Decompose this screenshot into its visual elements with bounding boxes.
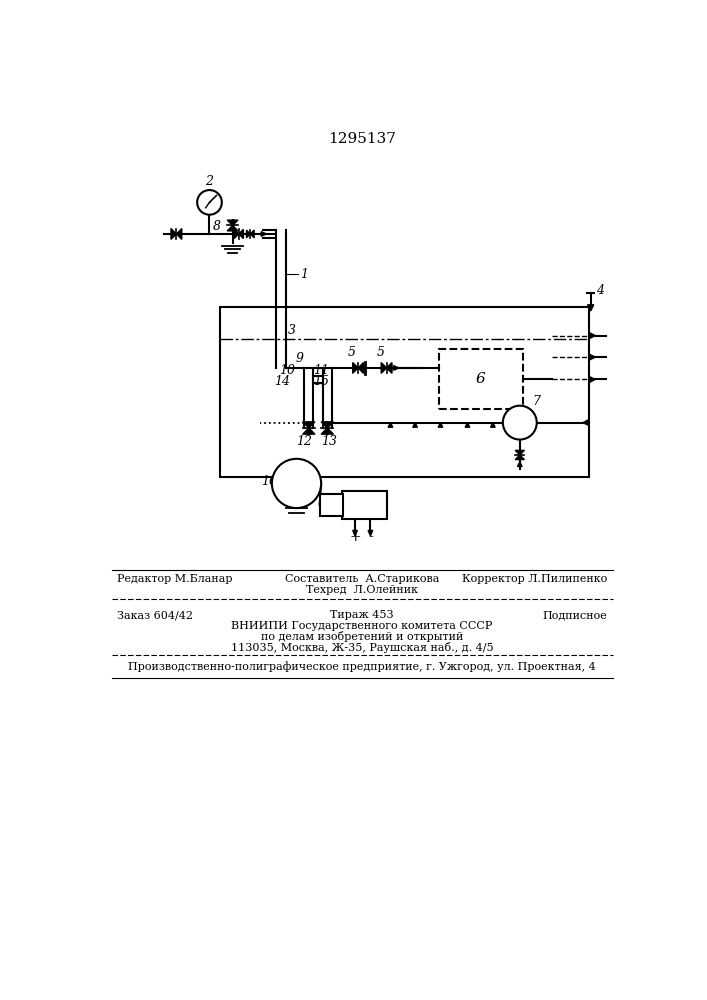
Circle shape (503, 406, 537, 440)
Polygon shape (171, 229, 176, 239)
Circle shape (272, 459, 321, 508)
Polygon shape (353, 530, 357, 536)
Polygon shape (261, 232, 267, 236)
Polygon shape (381, 363, 387, 373)
Polygon shape (227, 220, 238, 225)
Text: по делам изобретений и открытий: по делам изобретений и открытий (261, 631, 463, 642)
Text: 11: 11 (313, 364, 329, 377)
Text: 10: 10 (279, 364, 295, 377)
Text: +: + (349, 530, 361, 544)
Text: 18: 18 (306, 483, 322, 496)
Text: Техред  Л.Олейник: Техред Л.Олейник (306, 585, 418, 595)
Text: 15: 15 (313, 375, 329, 388)
Circle shape (197, 190, 222, 215)
Polygon shape (239, 229, 243, 239)
Polygon shape (388, 423, 393, 427)
Polygon shape (321, 422, 334, 428)
Polygon shape (358, 363, 363, 373)
Text: 14: 14 (274, 375, 291, 388)
Text: 16: 16 (261, 475, 276, 488)
Polygon shape (387, 363, 392, 373)
Text: 3: 3 (288, 324, 296, 337)
Polygon shape (515, 455, 525, 460)
Polygon shape (413, 423, 417, 427)
Text: 4: 4 (596, 284, 604, 297)
Polygon shape (234, 229, 239, 239)
Polygon shape (394, 366, 399, 370)
Polygon shape (353, 363, 358, 373)
Text: Тираж 453: Тираж 453 (330, 610, 394, 620)
Polygon shape (583, 420, 589, 426)
Polygon shape (321, 428, 334, 434)
Text: ВНИИПИ Государственного комитета СССР: ВНИИПИ Государственного комитета СССР (231, 621, 493, 631)
Text: 17: 17 (356, 498, 373, 512)
Text: Редактор М.Бланар: Редактор М.Бланар (117, 574, 233, 584)
Text: 1: 1 (300, 267, 308, 280)
Bar (342, 491, 387, 519)
Text: Производственно-полиграфическое предприятие, г. Ужгород, ул. Проектная, 4: Производственно-полиграфическое предприя… (128, 661, 596, 672)
Polygon shape (368, 530, 373, 536)
Text: 9: 9 (296, 352, 303, 365)
Polygon shape (491, 423, 495, 427)
Polygon shape (247, 230, 250, 238)
Polygon shape (303, 422, 315, 428)
Polygon shape (465, 423, 469, 427)
Polygon shape (438, 423, 443, 427)
Text: 5: 5 (348, 346, 356, 359)
Polygon shape (227, 225, 238, 231)
Text: 6: 6 (476, 372, 486, 386)
Text: -: - (368, 530, 373, 544)
Text: Составитель  А.Старикова: Составитель А.Старикова (285, 574, 439, 584)
Polygon shape (589, 333, 595, 339)
Polygon shape (250, 230, 254, 238)
Polygon shape (589, 376, 595, 383)
Text: 2: 2 (206, 175, 214, 188)
Text: 113035, Москва, Ж-35, Раушская наб., д. 4/5: 113035, Москва, Ж-35, Раушская наб., д. … (230, 642, 493, 653)
Polygon shape (589, 354, 595, 360)
Text: Корректор Л.Пилипенко: Корректор Л.Пилипенко (462, 574, 607, 584)
Text: 8: 8 (214, 220, 221, 233)
Polygon shape (303, 428, 315, 434)
Text: 12: 12 (296, 435, 312, 448)
Text: 5: 5 (378, 346, 385, 359)
Text: 1295137: 1295137 (328, 132, 396, 146)
Text: Заказ 604/42: Заказ 604/42 (117, 610, 193, 620)
Bar (320, 494, 343, 516)
Text: 13: 13 (321, 435, 337, 448)
Text: Подписное: Подписное (543, 610, 607, 620)
Polygon shape (588, 305, 594, 311)
Polygon shape (515, 450, 525, 455)
Polygon shape (176, 229, 182, 239)
Text: 7: 7 (533, 395, 541, 408)
Polygon shape (518, 462, 522, 466)
